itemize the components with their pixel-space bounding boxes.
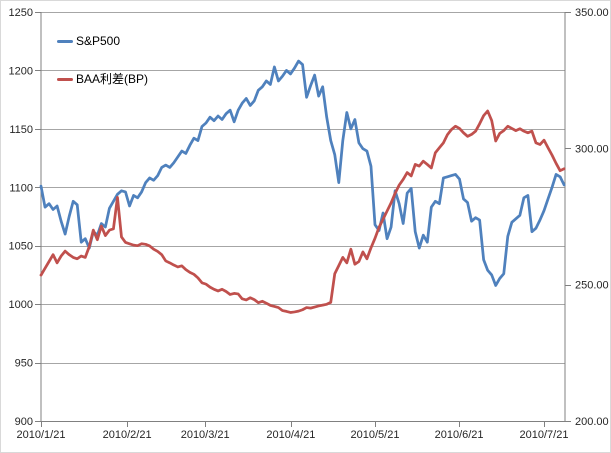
x-tick-label: 2010/7/21 [520, 429, 569, 441]
legend-item-sp500[interactable]: S&P500 [57, 34, 120, 48]
legend-label-baa-spread: BAA利差(BP) [76, 72, 149, 86]
sp500-line [39, 59, 566, 287]
y-left-tick-label: 1150 [9, 124, 33, 136]
y-right-tick-label: 300.00 [575, 143, 609, 155]
y-right-tick-label: 250.00 [575, 280, 609, 292]
y-left-tick-label: 1250 [9, 7, 33, 19]
y-left-tick-label: 1200 [9, 65, 33, 77]
y-right-tick-label: 200.00 [575, 416, 609, 428]
y-left-tick-label: 1000 [9, 299, 33, 311]
legend-label-sp500: S&P500 [76, 34, 121, 48]
baa-line-swatch-icon [57, 77, 73, 81]
legend-item-baa-spread[interactable]: BAA利差(BP) [57, 72, 148, 86]
y-left-tick-label: 900 [15, 416, 33, 428]
sp500-line-swatch-icon [57, 39, 73, 43]
x-tick-label: 2010/1/21 [17, 429, 66, 441]
baa-spread-line [39, 109, 566, 314]
y-left-tick-label: 1100 [9, 182, 33, 194]
x-tick-label: 2010/4/21 [266, 429, 315, 441]
y-left-tick-label: 950 [15, 358, 33, 370]
x-tick-label: 2010/6/21 [435, 429, 484, 441]
x-tick-label: 2010/2/21 [103, 429, 152, 441]
y-right-tick-label: 350.00 [575, 7, 609, 19]
y-left-tick-label: 1050 [9, 241, 33, 253]
x-tick-label: 2010/3/21 [181, 429, 230, 441]
x-tick-label: 2010/5/21 [351, 429, 400, 441]
